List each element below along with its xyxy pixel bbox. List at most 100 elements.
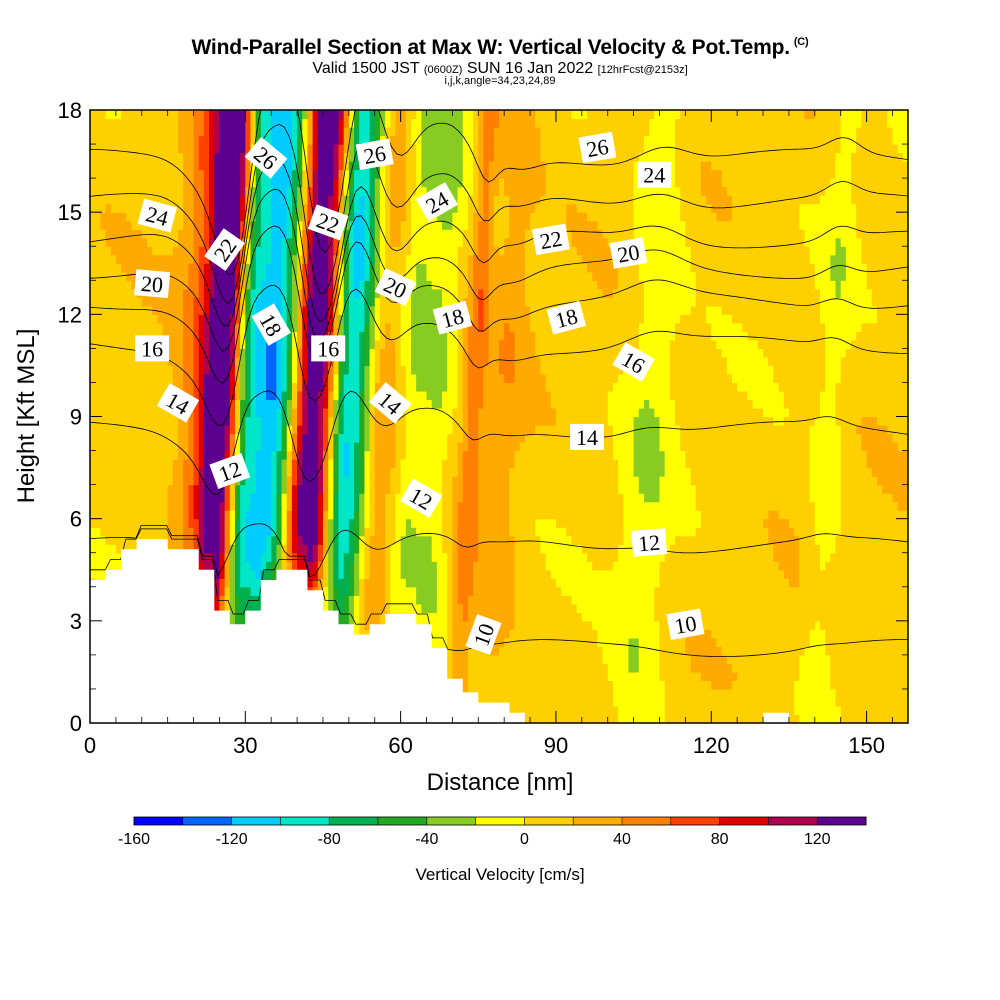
velocity-cell	[716, 518, 723, 528]
velocity-cell	[742, 586, 749, 596]
velocity-cell	[773, 688, 780, 699]
velocity-cell	[348, 544, 355, 554]
velocity-cell	[550, 586, 557, 596]
velocity-cell	[835, 637, 842, 647]
velocity-cell	[592, 476, 598, 486]
velocity-cell	[514, 629, 521, 639]
velocity-cell	[431, 620, 438, 630]
velocity-cell	[825, 467, 831, 477]
velocity-cell	[783, 459, 790, 469]
velocity-cell	[623, 544, 630, 554]
velocity-cell	[540, 620, 547, 630]
velocity-cell	[90, 544, 96, 554]
velocity-cell	[887, 569, 894, 579]
velocity-cell	[348, 459, 355, 469]
velocity-cell	[354, 603, 360, 613]
velocity-cell	[892, 654, 899, 665]
velocity-cell	[897, 680, 904, 690]
velocity-cell	[902, 493, 908, 503]
velocity-cell	[794, 620, 800, 630]
velocity-cell	[198, 535, 205, 545]
velocity-cell	[374, 450, 381, 460]
velocity-cell	[322, 544, 329, 554]
velocity-cell	[871, 688, 878, 699]
velocity-cell	[721, 680, 728, 690]
velocity-cell	[488, 518, 495, 528]
velocity-cell	[535, 484, 542, 494]
velocity-cell	[861, 552, 868, 562]
velocity-cell	[887, 705, 894, 716]
velocity-cell	[385, 595, 391, 605]
velocity-cell	[95, 476, 101, 486]
velocity-cell	[545, 637, 552, 647]
velocity-cell	[250, 459, 257, 469]
velocity-cell	[876, 527, 883, 537]
velocity-cell	[390, 586, 397, 596]
velocity-cell	[95, 561, 101, 571]
velocity-cell	[690, 493, 697, 503]
velocity-cell	[545, 569, 552, 579]
velocity-cell	[612, 518, 619, 528]
velocity-cell	[783, 595, 790, 605]
velocity-cell	[851, 552, 857, 562]
velocity-cell	[410, 510, 417, 520]
velocity-cell	[700, 544, 707, 554]
velocity-cell	[488, 493, 495, 503]
velocity-cell	[654, 603, 661, 613]
velocity-cell	[219, 603, 226, 613]
velocity-cell	[649, 714, 655, 723]
velocity-cell	[747, 620, 754, 630]
velocity-cell	[136, 467, 143, 477]
velocity-cell	[581, 705, 588, 716]
velocity-cell	[757, 459, 764, 469]
velocity-cell	[695, 697, 702, 707]
velocity-cell	[524, 697, 531, 707]
velocity-cell	[628, 603, 635, 613]
velocity-cell	[897, 705, 904, 716]
velocity-cell	[240, 493, 246, 503]
velocity-cell	[317, 501, 324, 511]
velocity-cell	[866, 476, 873, 486]
velocity-cell	[700, 501, 707, 511]
velocity-cell	[172, 467, 179, 477]
velocity-cell	[871, 697, 878, 707]
velocity-cell	[882, 663, 888, 673]
velocity-cell	[638, 484, 645, 494]
velocity-cell	[322, 586, 329, 596]
velocity-cell	[882, 595, 888, 605]
velocity-cell	[887, 714, 894, 723]
velocity-cell	[291, 484, 298, 494]
velocity-cell	[737, 612, 743, 622]
chart-title: Wind-Parallel Section at Max W: Vertical…	[0, 36, 1000, 60]
velocity-cell	[731, 688, 738, 699]
velocity-cell	[473, 586, 479, 596]
velocity-cell	[447, 569, 454, 579]
velocity-cell	[851, 688, 857, 699]
velocity-cell	[540, 637, 547, 647]
velocity-cell	[540, 535, 547, 545]
velocity-cell	[545, 697, 552, 707]
velocity-cell	[421, 561, 428, 571]
velocity-cell	[788, 697, 795, 707]
velocity-cell	[897, 629, 904, 639]
velocity-cell	[514, 688, 521, 699]
velocity-cell	[426, 586, 433, 596]
velocity-cell	[876, 552, 883, 562]
velocity-cell	[794, 561, 800, 571]
velocity-cell	[576, 637, 583, 647]
velocity-cell	[379, 552, 386, 562]
velocity-cell	[700, 484, 707, 494]
velocity-cell	[214, 595, 221, 605]
velocity-cell	[602, 527, 609, 537]
velocity-cell	[302, 493, 309, 503]
velocity-cell	[752, 714, 759, 723]
velocity-cell	[633, 620, 640, 630]
velocity-cell	[188, 459, 195, 469]
velocity-cell	[483, 527, 490, 537]
velocity-cell	[535, 629, 542, 639]
velocity-cell	[530, 476, 536, 486]
velocity-cell	[742, 612, 749, 622]
velocity-cell	[410, 578, 417, 588]
velocity-cell	[695, 561, 702, 571]
velocity-cell	[509, 586, 516, 596]
